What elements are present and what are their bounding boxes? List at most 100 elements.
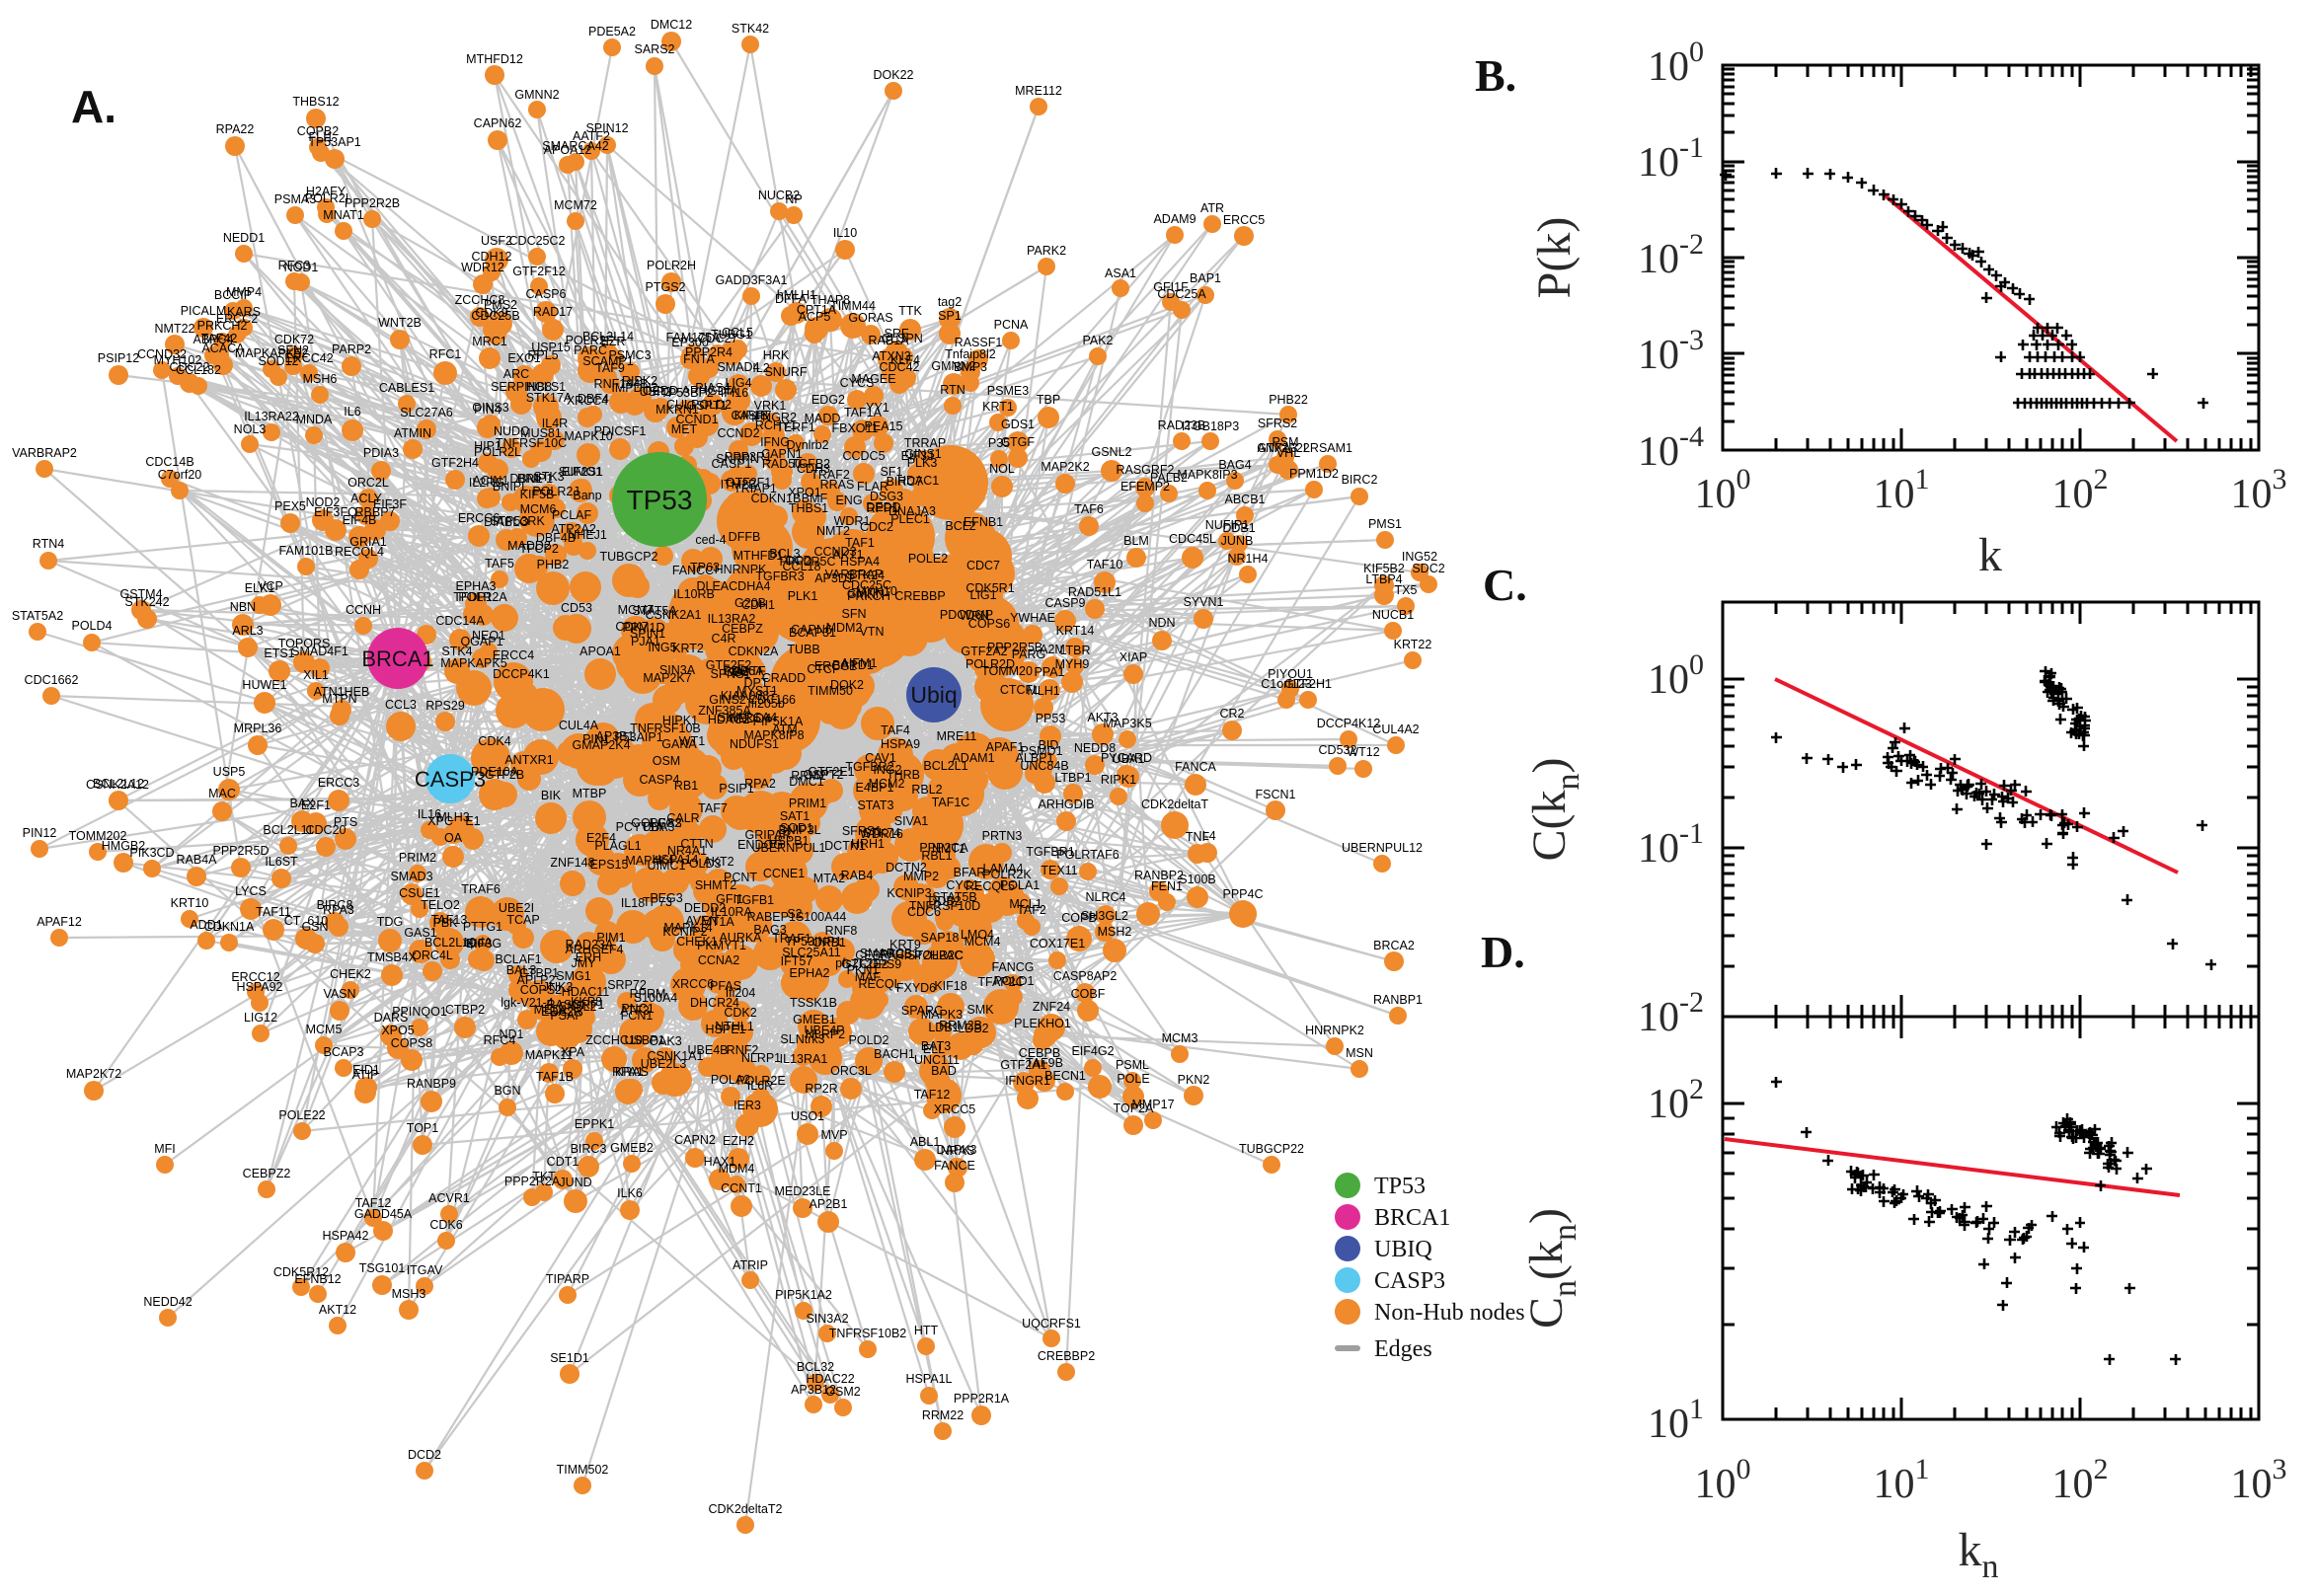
svg-text:SLC27A6: SLC27A6 (400, 406, 453, 419)
svg-text:RFC2: RFC2 (650, 816, 682, 830)
svg-text:RPA3: RPA3 (323, 903, 354, 917)
svg-text:OA: OA (444, 831, 463, 845)
svg-text:ADAM9: ADAM9 (1153, 212, 1196, 226)
svg-text:CASP1: CASP1 (712, 457, 752, 471)
svg-text:TUBB: TUBB (787, 643, 819, 656)
svg-text:SLC25A11: SLC25A11 (782, 946, 841, 959)
svg-text:UBE2I: UBE2I (499, 901, 534, 915)
svg-text:THAP8: THAP8 (811, 293, 850, 307)
svg-text:TOMM202: TOMM202 (69, 829, 127, 843)
svg-text:IL13RA1: IL13RA1 (780, 1052, 828, 1066)
svg-text:DMC12: DMC12 (651, 18, 692, 32)
svg-text:MRE112: MRE112 (1015, 84, 1062, 98)
svg-text:NTHL1: NTHL1 (715, 1020, 754, 1033)
svg-text:LTBP1: LTBP1 (1054, 771, 1091, 785)
svg-text:KRT14: KRT14 (1056, 624, 1095, 638)
svg-text:TNFRSF10B2: TNFRSF10B2 (829, 1327, 907, 1340)
svg-text:VTN: VTN (860, 625, 885, 639)
svg-text:TRAF1: TRAF1 (772, 932, 811, 946)
svg-text:MSH3: MSH3 (392, 1287, 426, 1301)
svg-text:KRT2: KRT2 (672, 642, 704, 655)
svg-text:POLR2D: POLR2D (965, 657, 1015, 671)
svg-text:AP2B1: AP2B1 (810, 1197, 848, 1211)
svg-text:CABLES1: CABLES1 (379, 381, 434, 395)
svg-text:BCL32: BCL32 (797, 1360, 834, 1374)
svg-text:SMK: SMK (966, 1003, 994, 1017)
svg-text:HDAC1: HDAC1 (897, 474, 939, 488)
svg-text:RABEP1S100A44: RABEP1S100A44 (747, 910, 847, 924)
svg-text:BAP1: BAP1 (1190, 271, 1221, 285)
svg-text:HSPA1L: HSPA1L (905, 1372, 952, 1386)
svg-text:CEBPZ2: CEBPZ2 (243, 1167, 291, 1180)
svg-text:NR1H4: NR1H4 (1228, 552, 1269, 566)
svg-text:KRT22: KRT22 (1394, 638, 1432, 651)
svg-text:STK242: STK242 (124, 595, 169, 609)
svg-text:POLR2J: POLR2J (532, 485, 579, 498)
svg-text:IL13RA22: IL13RA22 (244, 410, 299, 423)
svg-text:ORC4L: ORC4L (412, 949, 453, 962)
svg-text:TUBGCP2: TUBGCP2 (599, 550, 657, 564)
svg-text:GDS1: GDS1 (1001, 418, 1035, 431)
svg-text:TMSB4X: TMSB4X (367, 950, 418, 964)
svg-text:MTBP: MTBP (573, 787, 607, 800)
svg-text:NEDD42: NEDD42 (143, 1295, 192, 1309)
svg-text:Non-Hub nodes: Non-Hub nodes (1374, 1300, 1525, 1326)
svg-text:BCCIP: BCCIP (214, 288, 252, 302)
svg-text:GTF2F12: GTF2F12 (512, 265, 566, 278)
svg-text:PPP2R2B: PPP2R2B (345, 196, 400, 210)
svg-text:TAF10: TAF10 (1087, 558, 1123, 571)
svg-text:IL16: IL16 (418, 807, 441, 821)
svg-text:OAK3: OAK3 (649, 1034, 681, 1048)
svg-text:PLEKHO1: PLEKHO1 (1014, 1017, 1071, 1030)
svg-text:BAT3: BAT3 (921, 1039, 951, 1053)
svg-text:TUBGCP22: TUBGCP22 (1239, 1142, 1304, 1156)
svg-text:FCN1: FCN1 (621, 1009, 654, 1023)
svg-text:TRIAP1: TRIAP1 (733, 482, 777, 495)
svg-text:TP53: TP53 (1374, 1174, 1426, 1199)
svg-text:EIF4G2: EIF4G2 (1071, 1044, 1114, 1058)
svg-text:PRIM2: PRIM2 (399, 851, 436, 865)
svg-text:BCL2: BCL2 (945, 519, 975, 533)
svg-text:TIPARP: TIPARP (546, 1272, 589, 1286)
svg-text:OSM: OSM (653, 754, 680, 768)
svg-text:GB6: GB6 (724, 665, 748, 679)
svg-text:MNAT1: MNAT1 (323, 208, 363, 222)
svg-text:CDH3: CDH3 (797, 462, 830, 476)
svg-text:CASP3: CASP3 (415, 767, 486, 792)
svg-text:XPO5: XPO5 (381, 1024, 414, 1037)
svg-text:RTN: RTN (940, 383, 965, 397)
svg-text:IL6: IL6 (344, 405, 360, 418)
svg-text:TDG: TDG (377, 915, 403, 929)
svg-text:RPS29: RPS29 (425, 699, 465, 713)
svg-text:MAPK11: MAPK11 (525, 1048, 573, 1062)
svg-text:DBF4: DBF4 (578, 392, 609, 406)
svg-text:FANCG: FANCG (991, 960, 1034, 974)
svg-text:SLNtrk3: SLNtrk3 (780, 1032, 824, 1046)
svg-text:CD532: CD532 (1319, 743, 1357, 757)
svg-text:BCL2L11: BCL2L11 (263, 823, 313, 837)
svg-text:PIN4: PIN4 (474, 403, 502, 417)
svg-text:COBF: COBF (1071, 987, 1106, 1001)
svg-text:MAPKAPK5: MAPKAPK5 (440, 656, 506, 670)
svg-text:PDIA3: PDIA3 (363, 446, 399, 460)
svg-text:TRAF6: TRAF6 (461, 882, 501, 896)
svg-text:ERCC5: ERCC5 (1223, 213, 1265, 227)
svg-text:CR2: CR2 (1219, 707, 1244, 721)
svg-text:C4R: C4R (711, 632, 735, 646)
svg-text:PJA1: PJA1 (631, 635, 660, 648)
svg-text:RRM22: RRM22 (922, 1408, 964, 1422)
svg-text:GMNN2: GMNN2 (514, 88, 559, 102)
svg-text:A.: A. (71, 81, 116, 132)
svg-text:FANCE: FANCE (934, 1159, 975, 1173)
svg-text:E2F4: E2F4 (586, 831, 616, 845)
svg-text:GFI1F: GFI1F (1153, 280, 1189, 294)
svg-text:APOA1: APOA1 (579, 645, 621, 658)
svg-text:MT1A: MT1A (701, 915, 734, 929)
svg-text:MTPN: MTPN (322, 692, 356, 706)
svg-text:CDC45L: CDC45L (1169, 532, 1216, 546)
svg-text:PPP2R5C: PPP2R5C (780, 555, 836, 569)
svg-text:NDN: NDN (1148, 616, 1175, 630)
svg-text:POLR2C: POLR2C (914, 949, 964, 962)
svg-text:KIF5B2: KIF5B2 (1363, 562, 1405, 575)
svg-text:MTHFD12: MTHFD12 (466, 52, 523, 66)
